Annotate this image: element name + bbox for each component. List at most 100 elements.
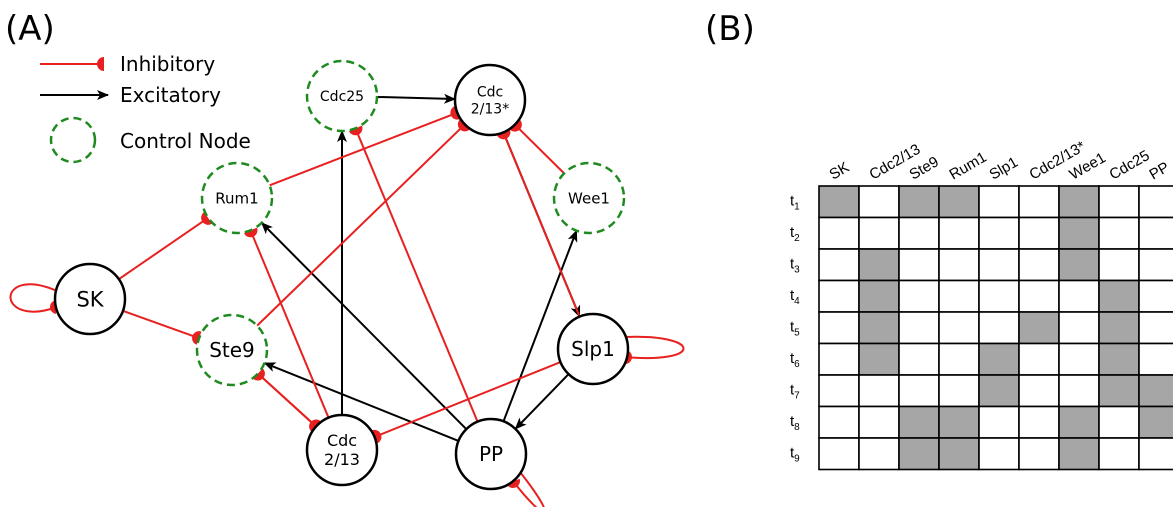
edge-ste9-to-cdc213s (256, 123, 466, 327)
table-cell-r9-c5 (978, 437, 1020, 471)
edge-pp-to-pp-cap (506, 478, 520, 488)
table-cell-r9-c1 (818, 437, 860, 471)
table-row-label-2: t2 (790, 224, 800, 244)
table-column-header-4: Rum1 (947, 149, 990, 184)
table-cell-r6-c7 (1058, 342, 1100, 376)
table-row-label-4: t4 (790, 287, 800, 307)
edge-slp1-to-slp1 (624, 335, 685, 359)
table-row: t6 (790, 342, 1173, 376)
table-cell-r3-c6 (1018, 248, 1060, 282)
node-sk-circle (53, 262, 127, 336)
table-cell-r1-c1 (818, 185, 860, 219)
table-row-label-9: t9 (790, 445, 800, 465)
edge-sk-to-rum1 (118, 216, 209, 281)
table-cell-r8-c3 (898, 405, 940, 439)
node-cdc213s-circle (453, 63, 527, 137)
table-cell-r9-c9 (1138, 437, 1173, 471)
edge-pp-to-wee1 (502, 229, 578, 422)
table-row-label-3: t3 (790, 256, 800, 276)
table-cell-r6-c8 (1098, 342, 1140, 376)
table-cell-r4-c6 (1018, 279, 1060, 313)
edge-wee1-to-cdc213s-cap (509, 119, 522, 132)
table-cell-r5-c6 (1018, 311, 1060, 345)
edge-sk-to-ste9 (122, 309, 200, 340)
table-cell-r6-c6 (1018, 342, 1060, 376)
table-cell-r7-c9 (1138, 374, 1173, 408)
table-cell-r8-c7 (1058, 405, 1100, 439)
panel-a-label: (A) (5, 9, 55, 49)
table-cell-r6-c2 (858, 342, 900, 376)
table-cell-r4-c1 (818, 279, 860, 313)
table-cell-r5-c7 (1058, 311, 1100, 345)
table-row: t7 (790, 374, 1173, 408)
table-row: t8 (790, 405, 1173, 439)
node-cdc25: Cdc25 (305, 59, 379, 133)
node-pp: PP (454, 417, 528, 491)
table-cell-r2-c9 (1138, 216, 1173, 250)
table-cell-r8-c4 (938, 405, 980, 439)
table-cell-r4-c5 (978, 279, 1020, 313)
edge-cdc213-to-rum1-cap (244, 227, 258, 238)
table-row: t3 (790, 248, 1173, 282)
table-cell-r8-c8 (1098, 405, 1140, 439)
node-cdc213-circle (305, 413, 379, 487)
table-cell-r4-c3 (898, 279, 940, 313)
node-cdc25-circle (305, 59, 379, 133)
table-cell-r8-c9 (1138, 405, 1173, 439)
table-cell-r3-c8 (1098, 248, 1140, 282)
table-cell-r2-c6 (1018, 216, 1060, 250)
table-row-label-6: t6 (790, 350, 800, 370)
legend-inhibitory-cap (97, 57, 104, 71)
table-cell-r9-c6 (1018, 437, 1060, 471)
edge-rum1-to-cdc213s-cap (450, 106, 460, 120)
node-ste9: Ste9 (195, 313, 269, 387)
table-cell-r6-c3 (898, 342, 940, 376)
node-slp1-label-line-1: Slp1 (571, 337, 615, 361)
table-cell-r2-c1 (818, 216, 860, 250)
table-cell-r8-c5 (978, 405, 1020, 439)
table-cell-r1-c4 (938, 185, 980, 219)
table-cell-r5-c5 (978, 311, 1020, 345)
table-cell-r2-c4 (938, 216, 980, 250)
table-cell-r5-c3 (898, 311, 940, 345)
table-cell-r4-c2 (858, 279, 900, 313)
edge-slp1-to-pp (514, 373, 570, 430)
edge-ste9-to-cdc213 (257, 372, 317, 428)
table-cell-r7-c1 (818, 374, 860, 408)
table-cell-r3-c4 (938, 248, 980, 282)
table-cell-r9-c4 (938, 437, 980, 471)
node-slp1: Slp1 (556, 312, 630, 386)
table-column-header-5: Slp1 (987, 154, 1022, 184)
panel-b-label: (B) (705, 9, 755, 49)
table-cell-r7-c8 (1098, 374, 1140, 408)
table-cell-r7-c5 (978, 374, 1020, 408)
node-cdc25-label-line-1: Cdc25 (320, 89, 364, 105)
node-wee1-label-line-1: Wee1 (568, 189, 610, 207)
table-cell-r6-c5 (978, 342, 1020, 376)
node-wee1: Wee1 (552, 161, 626, 235)
table-row: t4 (790, 279, 1173, 313)
table-row: t2 (790, 216, 1173, 250)
node-sk: SK (53, 262, 127, 336)
table-cell-r7-c3 (898, 374, 940, 408)
table-row-label-7: t7 (790, 382, 800, 402)
table-column-header-1: SK (827, 159, 853, 184)
edge-ste9-to-cdc213s-cap (457, 119, 470, 132)
table-cell-r9-c2 (858, 437, 900, 471)
table-cell-r3-c5 (978, 248, 1020, 282)
table-cell-r2-c3 (898, 216, 940, 250)
node-slp1-circle (556, 312, 630, 386)
node-ste9-circle (195, 313, 269, 387)
table-cell-r4-c8 (1098, 279, 1140, 313)
edge-pp-to-cdc25 (354, 127, 479, 423)
edge-pp-to-pp (512, 471, 545, 507)
table-row-label-1: t1 (790, 193, 800, 213)
node-cdc213-label-line-1: Cdc (327, 431, 357, 450)
table-cell-r4-c9 (1138, 279, 1173, 313)
table-cell-r9-c3 (898, 437, 940, 471)
edge-slp1-to-cdc213-cap (371, 429, 382, 444)
table-cell-r9-c8 (1098, 437, 1140, 471)
table-row: t9 (790, 437, 1173, 471)
